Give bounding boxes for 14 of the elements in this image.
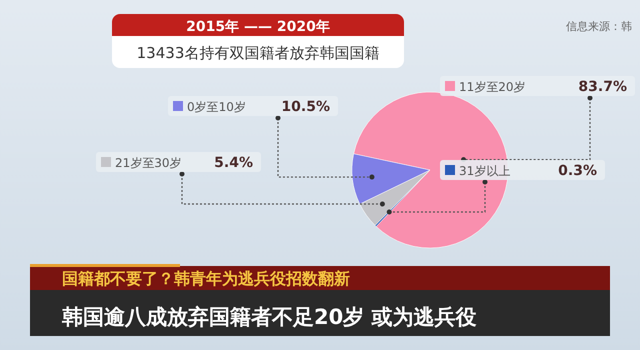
data-label: 10.5% — [281, 99, 330, 115]
chart-subtitle: 13433名持有双国籍者放弃韩国国籍 — [136, 44, 380, 62]
text: 信息来源：韩 — [566, 20, 632, 33]
legend-label: 0岁至10岁 — [187, 100, 246, 114]
chart-title: 2015年 —— 2020年 — [186, 19, 330, 35]
legend-label: 21岁至30岁 — [115, 156, 182, 170]
data-label: 83.7% — [578, 79, 627, 95]
pie-slice — [353, 92, 508, 248]
legend-label: 11岁至20岁 — [459, 80, 526, 94]
data-label: 0.3% — [558, 163, 597, 179]
data-label: 5.4% — [214, 155, 253, 171]
legend-label: 31岁以上 — [459, 164, 510, 178]
text: 韩国逾八成放弃国籍者不足20岁 或为逃兵役 — [61, 305, 478, 329]
text: 国籍都不要了？韩青年为逃兵役招数翻新 — [62, 269, 350, 288]
